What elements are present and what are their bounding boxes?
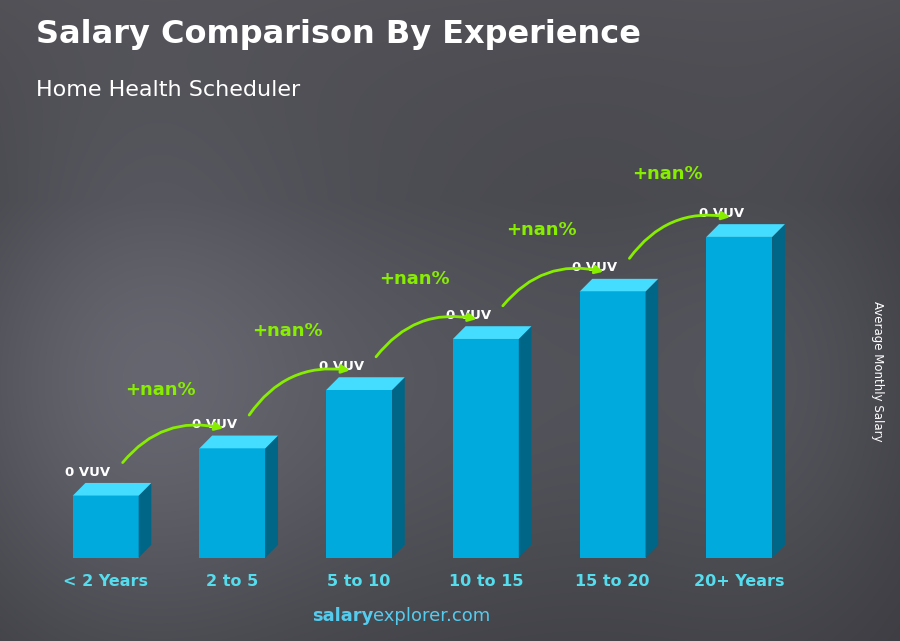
Text: Salary Comparison By Experience: Salary Comparison By Experience	[36, 19, 641, 50]
Polygon shape	[139, 483, 151, 558]
Polygon shape	[580, 292, 645, 558]
Text: 0 VUV: 0 VUV	[319, 360, 364, 373]
Polygon shape	[392, 378, 405, 558]
Text: 0 VUV: 0 VUV	[66, 465, 111, 479]
Polygon shape	[453, 326, 532, 339]
Text: 0 VUV: 0 VUV	[192, 418, 238, 431]
Polygon shape	[73, 483, 151, 495]
Polygon shape	[200, 436, 278, 448]
Text: 0 VUV: 0 VUV	[446, 309, 491, 322]
Polygon shape	[645, 279, 658, 558]
Text: Home Health Scheduler: Home Health Scheduler	[36, 80, 301, 100]
Polygon shape	[706, 224, 785, 237]
Polygon shape	[326, 390, 392, 558]
Polygon shape	[73, 495, 139, 558]
Text: Average Monthly Salary: Average Monthly Salary	[871, 301, 884, 442]
Polygon shape	[518, 326, 532, 558]
Text: 0 VUV: 0 VUV	[699, 207, 744, 220]
Polygon shape	[772, 224, 785, 558]
Text: +nan%: +nan%	[379, 270, 450, 288]
Polygon shape	[200, 448, 266, 558]
Text: salary: salary	[312, 607, 373, 625]
Text: +nan%: +nan%	[125, 381, 196, 399]
Polygon shape	[326, 378, 405, 390]
Polygon shape	[453, 339, 518, 558]
Text: explorer.com: explorer.com	[374, 607, 491, 625]
Polygon shape	[706, 237, 772, 558]
Text: +nan%: +nan%	[633, 165, 703, 183]
Polygon shape	[266, 436, 278, 558]
Text: +nan%: +nan%	[252, 322, 323, 340]
Text: +nan%: +nan%	[506, 221, 576, 239]
Polygon shape	[580, 279, 658, 292]
Text: 0 VUV: 0 VUV	[572, 262, 617, 274]
